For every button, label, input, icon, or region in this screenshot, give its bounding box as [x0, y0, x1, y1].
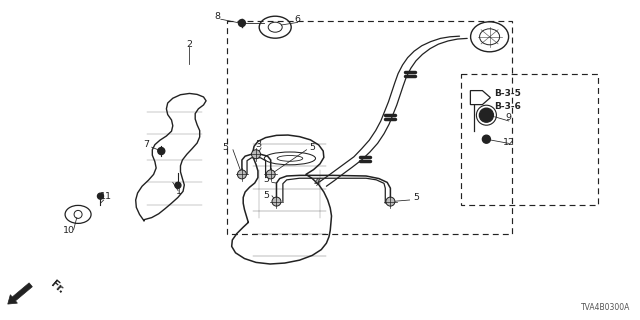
Text: 3: 3 [255, 140, 261, 149]
Text: 10: 10 [63, 226, 75, 235]
Circle shape [479, 108, 493, 122]
Circle shape [483, 135, 490, 143]
Text: 9: 9 [506, 113, 512, 122]
Text: Fr.: Fr. [49, 278, 66, 295]
Text: 4: 4 [314, 178, 320, 187]
Bar [227, 21, 512, 234]
Circle shape [272, 197, 281, 206]
Text: 12: 12 [503, 138, 515, 147]
Text: B-3-6: B-3-6 [494, 102, 521, 111]
Bar [461, 74, 598, 205]
Text: 5: 5 [309, 143, 316, 152]
Text: 2: 2 [186, 40, 192, 49]
Circle shape [237, 170, 246, 179]
Text: 5: 5 [222, 143, 228, 152]
Text: 8: 8 [214, 12, 221, 21]
Circle shape [386, 197, 395, 206]
FancyArrow shape [8, 283, 33, 304]
Text: 1: 1 [175, 187, 182, 196]
Polygon shape [470, 91, 490, 105]
Circle shape [175, 182, 181, 188]
Circle shape [97, 193, 104, 199]
Circle shape [252, 150, 260, 159]
Text: 6: 6 [294, 15, 301, 24]
Circle shape [158, 148, 164, 155]
Text: B-3-5: B-3-5 [494, 89, 521, 98]
Circle shape [239, 20, 245, 27]
Circle shape [266, 170, 275, 179]
Text: 7: 7 [143, 140, 149, 149]
Text: 5: 5 [263, 175, 269, 184]
Text: 5: 5 [263, 191, 269, 200]
Text: 5: 5 [413, 193, 419, 202]
Text: TVA4B0300A: TVA4B0300A [581, 303, 630, 312]
Text: 11: 11 [100, 192, 111, 201]
